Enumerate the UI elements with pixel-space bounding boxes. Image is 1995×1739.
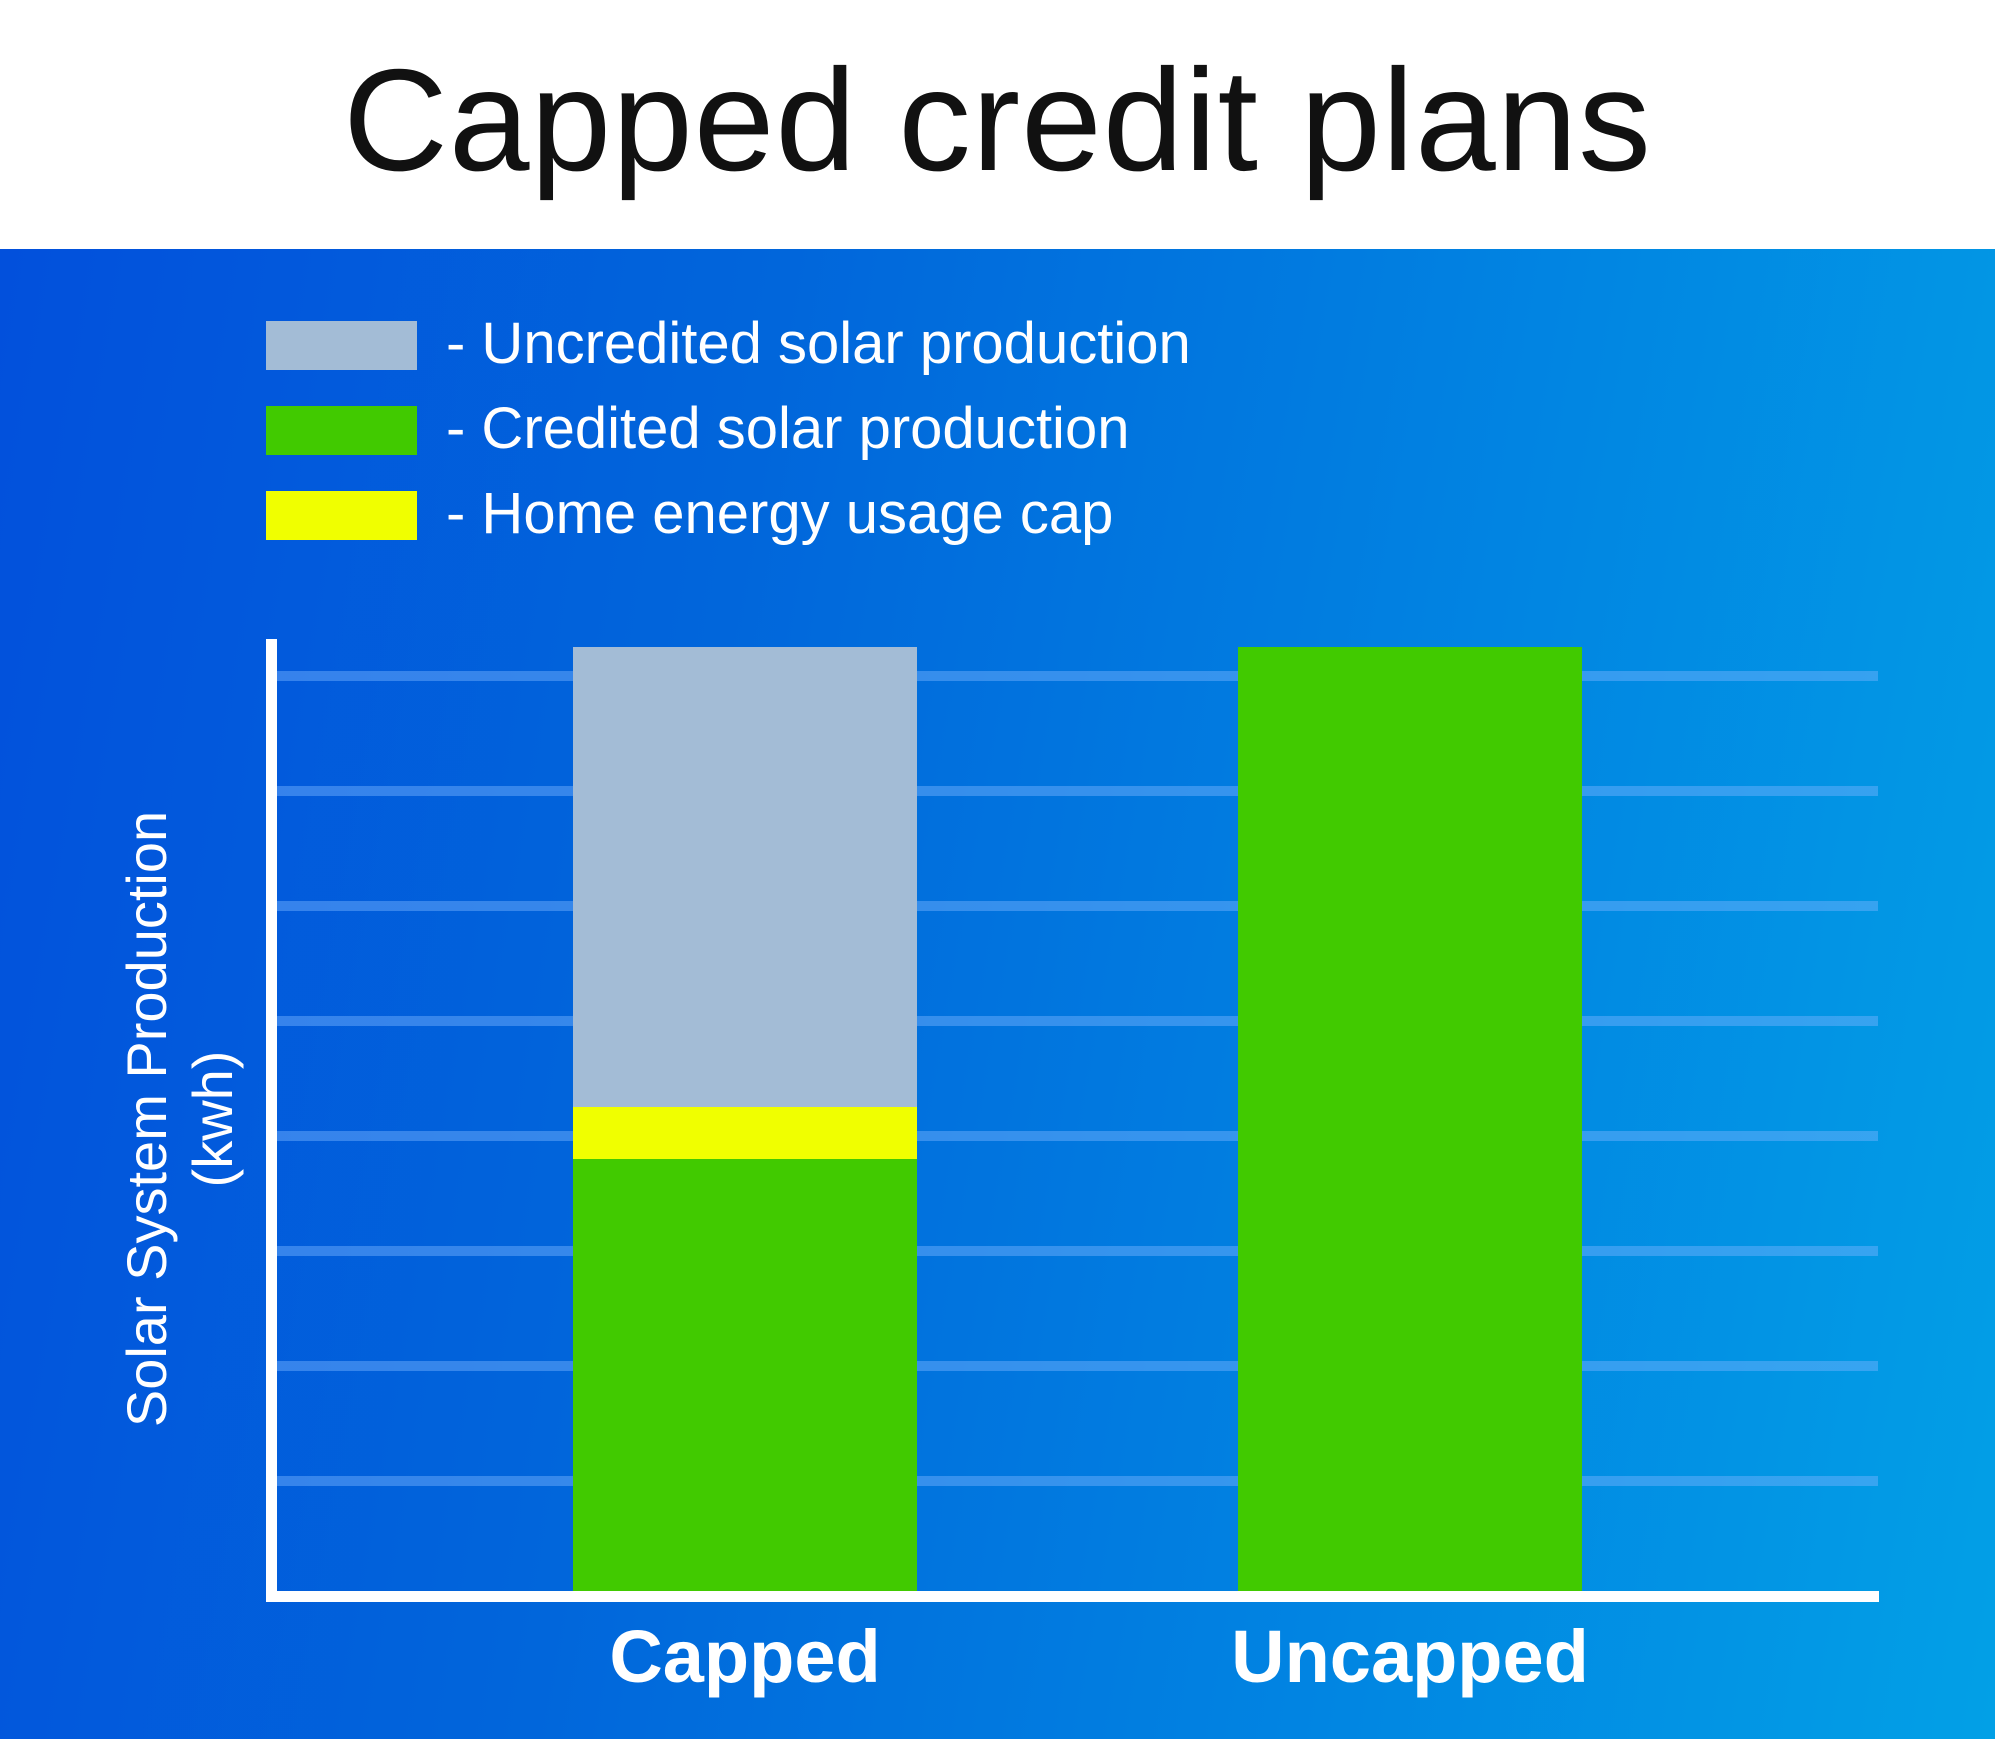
legend-swatch-uncredited bbox=[266, 321, 417, 370]
gridline bbox=[277, 786, 1878, 796]
x-axis bbox=[266, 1591, 1879, 1602]
bar-segment-credited-solar-production bbox=[573, 1159, 917, 1591]
gridline bbox=[277, 1131, 1878, 1141]
title-band: Capped credit plans bbox=[0, 0, 1995, 249]
gridline bbox=[277, 1246, 1878, 1256]
y-axis bbox=[266, 639, 277, 1602]
bar-segment-uncredited-solar-production bbox=[573, 647, 917, 1107]
x-label-capped: Capped bbox=[609, 1615, 881, 1698]
legend-swatch-credited bbox=[266, 406, 417, 455]
gridline bbox=[277, 671, 1878, 681]
y-axis-label: Solar System Production (kwh) bbox=[114, 669, 246, 1569]
gridline bbox=[277, 1361, 1878, 1371]
y-axis-label-line2: (kwh) bbox=[181, 1050, 244, 1188]
x-label-uncapped: Uncapped bbox=[1231, 1615, 1589, 1698]
legend-label-credited: - Credited solar production bbox=[446, 396, 1130, 461]
legend-swatch-cap bbox=[266, 491, 417, 540]
legend-label-cap: - Home energy usage cap bbox=[446, 481, 1114, 546]
gridline bbox=[277, 1016, 1878, 1026]
y-axis-label-line1: Solar System Production bbox=[115, 810, 178, 1428]
bar-segment-credited-solar-production bbox=[1238, 647, 1582, 1591]
bar-segment-home-energy-usage-cap bbox=[573, 1107, 917, 1159]
gridline bbox=[277, 1476, 1878, 1486]
legend-label-uncredited: - Uncredited solar production bbox=[446, 311, 1191, 376]
chart-title: Capped credit plans bbox=[343, 39, 1652, 201]
chart-panel bbox=[0, 249, 1995, 1739]
gridline bbox=[277, 901, 1878, 911]
